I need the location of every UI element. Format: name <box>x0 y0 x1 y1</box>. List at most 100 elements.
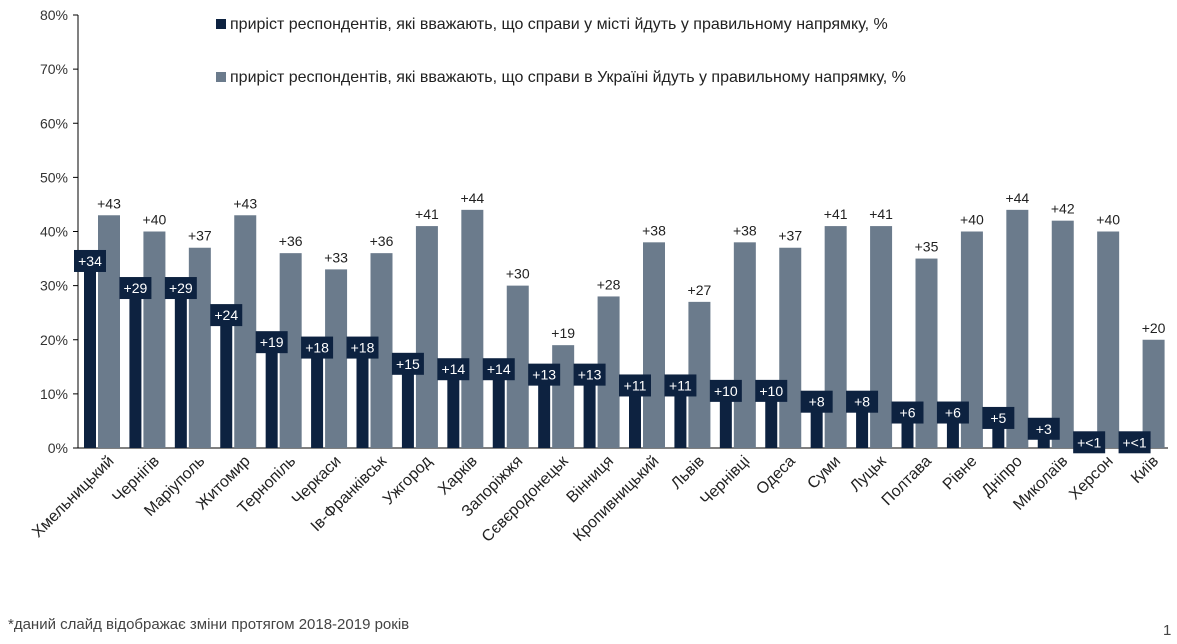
data-label-box-city <box>1027 417 1060 440</box>
data-label-box-city <box>391 352 424 375</box>
bar-ukraine <box>1006 209 1029 448</box>
bar-ukraine <box>870 226 893 448</box>
data-label-box-city <box>664 374 697 397</box>
data-label-box-city <box>528 363 561 386</box>
bar-city <box>220 318 233 448</box>
bar-ukraine <box>643 242 665 448</box>
data-label-city: +3 <box>1036 421 1052 437</box>
x-category-label: Херсон <box>1066 453 1116 503</box>
bar-city <box>129 291 142 448</box>
data-label-ukraine: +43 <box>233 195 257 211</box>
data-label-city: +13 <box>578 367 602 383</box>
data-label-box-city <box>482 358 515 381</box>
bar-ukraine <box>143 231 166 448</box>
bar-ukraine <box>960 231 983 448</box>
bar-city <box>583 377 596 448</box>
y-tick-label: 60% <box>40 115 68 131</box>
data-label-box-city <box>891 401 924 424</box>
data-label-box-city <box>800 390 833 413</box>
bar-ukraine <box>415 226 438 448</box>
bar-city <box>765 393 778 448</box>
data-label-city: +10 <box>759 383 783 399</box>
bar-city <box>447 372 460 448</box>
x-category-label: Чернівці <box>697 453 753 509</box>
bar-ukraine <box>1051 220 1074 448</box>
data-label-box-city <box>755 379 788 402</box>
data-label-box-city <box>210 304 243 327</box>
data-label-ukraine: +40 <box>960 212 984 228</box>
data-label-city: +18 <box>305 340 329 356</box>
data-label-city: +6 <box>945 405 961 421</box>
x-category-label: Хмельницький <box>29 453 117 541</box>
data-label-box-city <box>1073 431 1106 454</box>
x-category-label: Сєвєродонецьк <box>479 452 573 546</box>
data-label-ukraine: +20 <box>1142 320 1166 336</box>
x-category-label: Харків <box>435 453 481 499</box>
y-tick-label: 0% <box>48 440 68 456</box>
data-label-ukraine: +43 <box>97 195 121 211</box>
data-label-city: +5 <box>990 410 1006 426</box>
data-label-ukraine: +41 <box>824 206 848 222</box>
x-category-label: Рівне <box>940 453 981 494</box>
data-label-city: +<1 <box>1123 434 1147 450</box>
data-label-city: +8 <box>809 394 825 410</box>
data-label-ukraine: +30 <box>506 266 530 282</box>
data-label-city: +<1 <box>1077 434 1101 450</box>
bar-city <box>356 350 369 448</box>
bar-chart: 0% 10% 20% 30% 40% 50% 60% 70% 80% +43 +34 Хмельниц… <box>29 7 1168 546</box>
legend-swatch-ukraine <box>216 72 226 82</box>
data-label-ukraine: +44 <box>460 190 484 206</box>
data-label-ukraine: +37 <box>188 228 212 244</box>
bar-ukraine <box>915 258 938 448</box>
bar-ukraine <box>824 226 847 448</box>
y-tick-label: 20% <box>40 332 68 348</box>
page-number: 1 <box>1163 622 1172 639</box>
data-label-ukraine: +42 <box>1051 201 1075 217</box>
bar-ukraine <box>733 242 756 448</box>
data-label-box-city <box>573 363 606 386</box>
data-label-box-city <box>119 277 152 300</box>
data-label-box-city <box>437 358 470 381</box>
bar-city <box>946 415 959 448</box>
data-label-city: +14 <box>441 361 465 377</box>
data-label-ukraine: +38 <box>642 222 666 238</box>
bar-ukraine <box>370 253 393 448</box>
legend-label-city: приріст респондентів, які вважають, що с… <box>230 16 888 33</box>
data-label-city: +6 <box>900 405 916 421</box>
data-label-box-city <box>255 331 288 354</box>
data-label-box-city <box>709 379 742 402</box>
bar-ukraine <box>279 253 302 448</box>
data-label-ukraine: +33 <box>324 249 348 265</box>
bar-city <box>674 388 687 448</box>
bar-ukraine <box>461 209 484 448</box>
bar-ukraine <box>597 296 620 448</box>
data-label-box-city <box>1118 431 1151 454</box>
data-label-city: +10 <box>714 383 738 399</box>
data-label-ukraine: +36 <box>370 233 394 249</box>
bar-ukraine <box>234 215 257 448</box>
x-category-label: Львів <box>668 453 708 493</box>
bar-ukraine <box>98 215 120 448</box>
data-label-ukraine: +19 <box>551 325 575 341</box>
footnote: *даний слайд відображає зміни протягом 2… <box>8 616 410 633</box>
data-label-ukraine: +41 <box>869 206 893 222</box>
bar-city <box>492 372 505 448</box>
data-label-city: +29 <box>169 280 193 296</box>
y-tick-label: 40% <box>40 224 68 240</box>
bar-city <box>719 393 732 448</box>
data-label-box-city <box>619 374 651 397</box>
bar-city <box>810 404 823 448</box>
data-label-ukraine: +40 <box>143 212 167 228</box>
x-category-label: Луцьк <box>847 452 890 495</box>
data-label-ukraine: +28 <box>597 276 621 292</box>
y-tick-label: 30% <box>40 278 68 294</box>
data-label-ukraine: +35 <box>915 239 939 255</box>
data-label-box-city <box>346 336 379 359</box>
legend-swatch-city <box>216 19 226 29</box>
bar-ukraine <box>779 247 802 448</box>
y-tick-label: 70% <box>40 61 68 77</box>
data-label-ukraine: +38 <box>733 222 757 238</box>
bar-ukraine <box>325 269 348 448</box>
bar-ukraine <box>1097 231 1120 448</box>
x-category-label: Суми <box>804 453 844 493</box>
